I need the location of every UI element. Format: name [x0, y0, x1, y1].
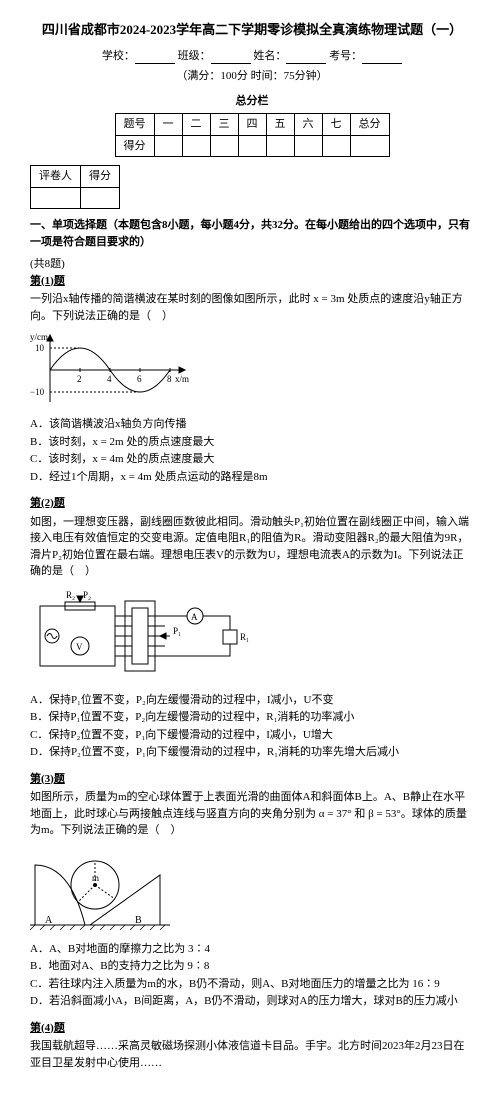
score-cell[interactable]	[266, 135, 294, 157]
score-cell[interactable]	[294, 135, 322, 157]
q1-x-label: x/m	[175, 374, 189, 384]
q3-opt-a[interactable]: A．A、B对地面的摩擦力之比为 3∶4	[30, 941, 474, 958]
score-cell[interactable]	[210, 135, 238, 157]
score-cell[interactable]	[154, 135, 182, 157]
page-title: 四川省成都市2024-2023学年高二下学期零诊模拟全真演练物理试题（一）	[30, 20, 474, 40]
q1-opt-a[interactable]: A．该简谐横波沿x轴负方向传播	[30, 416, 474, 433]
score-col-8: 总分	[350, 114, 389, 136]
q3-opt-d[interactable]: D．若沿斜面减小A，B间距离，A，B仍不滑动，则球对A的压力增大，球对B的压力减…	[30, 993, 474, 1010]
q3-num: 第(3)题	[30, 771, 474, 788]
duration-line: （满分：100分 时间：75分钟）	[30, 68, 474, 85]
score-cell[interactable]	[322, 135, 350, 157]
q2-opt-b[interactable]: B．保持P₁位置不变，P₂向左缓慢滑动的过程中，R₁消耗的功率减小	[30, 709, 474, 726]
score-col-6: 六	[294, 114, 322, 136]
q3-b-label: B	[135, 915, 142, 926]
q1-figure: y/cm 10 −10 x/m 2 4 6 8	[30, 330, 474, 410]
score-cell[interactable]	[238, 135, 266, 157]
q1-xt-1: 4	[107, 374, 112, 384]
score-table-header-row: 题号 一 二 三 四 五 六 七 总分	[115, 114, 389, 136]
score-cell[interactable]	[350, 135, 389, 157]
q1-opt-d[interactable]: D．经过1个周期，x = 4m 处质点运动的路程是8m	[30, 469, 474, 486]
q1-xt-2: 6	[137, 374, 142, 384]
question-3: 第(3)题 如图所示，质量为m的空心球体置于上表面光滑的曲面体A和斜面体B上。A…	[30, 771, 474, 1010]
q3-opt-c[interactable]: C．若往球内注入质量为m的水，B仍不滑动，则A、B对地面压力的增量之比为 16∶…	[30, 976, 474, 993]
q3-figure: m A B	[30, 845, 474, 935]
q2-r1-label: R₁	[240, 632, 249, 642]
q1-opt-c[interactable]: C．该时刻，x = 4m 处的质点速度最大	[30, 451, 474, 468]
class-blank[interactable]	[211, 52, 251, 64]
class-label: 班级：	[178, 50, 211, 62]
score-col-1: 一	[154, 114, 182, 136]
score-table-value-row: 得分	[115, 135, 389, 157]
q1-stem: 一列沿x轴传播的简谐横波在某时刻的图像如图所示，此时 x = 3m 处质点的速度…	[30, 291, 474, 324]
scorer-h1: 评卷人	[31, 166, 81, 188]
score-col-3: 三	[210, 114, 238, 136]
score-col-4: 四	[238, 114, 266, 136]
q1-xt-3: 8	[167, 374, 172, 384]
score-cell[interactable]	[182, 135, 210, 157]
q3-m-label: m	[92, 873, 99, 883]
q2-p2-label: P₂	[83, 590, 91, 600]
q3-stem: 如图所示，质量为m的空心球体置于上表面光滑的曲面体A和斜面体B上。A、B静止在水…	[30, 789, 474, 839]
section-1-sub: (共8题)	[30, 256, 474, 273]
student-info-line: 学校： 班级： 姓名： 考号：	[30, 48, 474, 65]
scorer-h2: 得分	[81, 166, 120, 188]
q1-xt-0: 2	[77, 374, 82, 384]
q2-opt-d[interactable]: D．保持P₂位置不变，P₁向下缓慢滑动的过程中，R₁消耗的功率先增大后减小	[30, 744, 474, 761]
examno-label: 考号：	[329, 50, 362, 62]
scorer-score-blank[interactable]	[81, 187, 120, 209]
score-row2-label: 得分	[115, 135, 154, 157]
examno-blank[interactable]	[362, 52, 402, 64]
school-blank[interactable]	[135, 52, 175, 64]
q3-a-label: A	[45, 915, 53, 926]
q1-num: 第(1)题	[30, 273, 474, 290]
q4-num: 第(4)题	[30, 1020, 474, 1037]
score-table: 题号 一 二 三 四 五 六 七 总分 得分	[115, 113, 390, 157]
question-2: 第(2)题 如图，一理想变压器，副线圈匝数彼此相同。滑动触头P₁初始位置在副线圈…	[30, 495, 474, 761]
scorer-table: 评卷人 得分	[30, 165, 120, 209]
q3-opt-b[interactable]: B．地面对A、B的支持力之比为 9∶8	[30, 958, 474, 975]
score-header: 总分栏	[30, 93, 474, 110]
q1-y-bot: −10	[30, 387, 45, 397]
score-col-7: 七	[322, 114, 350, 136]
q1-y-label: y/cm	[30, 332, 48, 342]
q2-a-label: A	[191, 612, 198, 622]
q2-num: 第(2)题	[30, 495, 474, 512]
name-label: 姓名：	[253, 50, 286, 62]
q2-figure: V A R₂ P₂ P₁ R₁	[30, 586, 474, 686]
q4-stem: 我国载航超导……采高灵敏磁场探测小体液信道卡目品。手宇。北方时间2023年2月2…	[30, 1038, 474, 1071]
q2-opt-c[interactable]: C．保持P₂位置不变，P₁向下缓慢滑动的过程中，I减小，U增大	[30, 727, 474, 744]
score-col-5: 五	[266, 114, 294, 136]
q2-v-label: V	[76, 642, 83, 652]
q2-opt-a[interactable]: A．保持P₁位置不变，P₂向左缓慢滑动的过程中，I减小，U不变	[30, 692, 474, 709]
q2-r2-label: R₂	[66, 590, 75, 600]
scorer-blank[interactable]	[31, 187, 81, 209]
q2-stem: 如图，一理想变压器，副线圈匝数彼此相同。滑动触头P₁初始位置在副线圈正中间，输入…	[30, 514, 474, 580]
score-col-2: 二	[182, 114, 210, 136]
score-col-0: 题号	[115, 114, 154, 136]
section-1-header: 一、单项选择题（本题包含8小题，每小题4分，共32分。在每小题给出的四个选项中，…	[30, 217, 474, 250]
name-blank[interactable]	[286, 52, 326, 64]
q1-opt-b[interactable]: B．该时刻，x = 2m 处的质点速度最大	[30, 434, 474, 451]
question-4: 第(4)题 我国载航超导……采高灵敏磁场探测小体液信道卡目品。手宇。北方时间20…	[30, 1020, 474, 1072]
q2-p1-label: P₁	[173, 626, 181, 636]
question-1: 第(1)题 一列沿x轴传播的简谐横波在某时刻的图像如图所示，此时 x = 3m …	[30, 273, 474, 486]
school-label: 学校：	[102, 50, 135, 62]
q1-y-top: 10	[35, 343, 45, 353]
